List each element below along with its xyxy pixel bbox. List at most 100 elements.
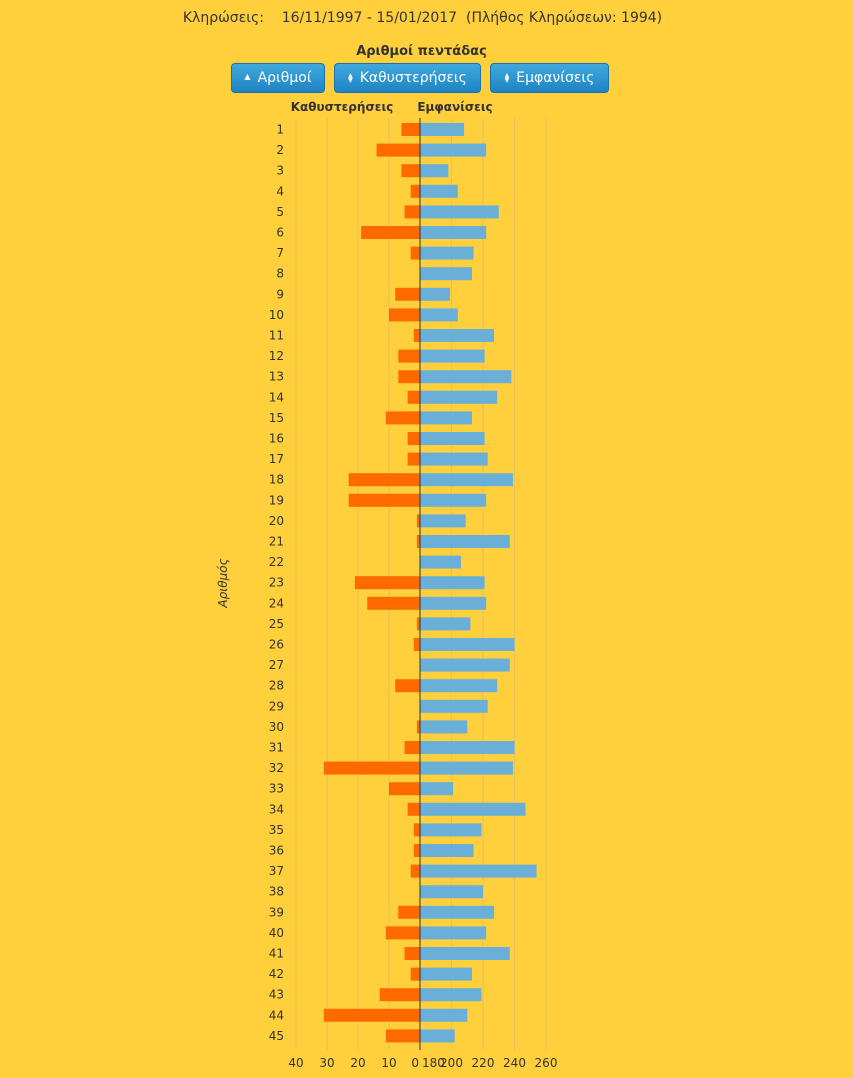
sort-delays-label: Καθυστερήσεις: [359, 70, 467, 86]
delay-bar[interactable]: [413, 329, 420, 342]
appearance-bar[interactable]: [420, 885, 483, 899]
appearance-bar[interactable]: [420, 390, 498, 404]
sort-numbers-button[interactable]: ▲ Αριθμοί: [231, 63, 325, 93]
left-series-header: Καθυστερήσεις: [291, 100, 394, 114]
category-label: 31: [269, 741, 284, 755]
appearance-bar[interactable]: [420, 411, 472, 425]
delay-bar[interactable]: [413, 844, 420, 857]
delay-bar[interactable]: [416, 720, 420, 734]
delay-bar[interactable]: [389, 308, 420, 322]
delay-bar[interactable]: [404, 741, 421, 754]
appearance-bar[interactable]: [420, 205, 499, 219]
appearance-bar[interactable]: [420, 947, 510, 960]
delay-bar[interactable]: [407, 802, 420, 816]
delay-bar[interactable]: [398, 370, 420, 384]
delay-bar[interactable]: [395, 287, 420, 301]
appearance-bar[interactable]: [420, 658, 510, 672]
appearance-bar[interactable]: [420, 514, 466, 528]
delay-bar[interactable]: [416, 535, 420, 548]
appearance-bar[interactable]: [420, 638, 515, 651]
appearance-bar[interactable]: [420, 226, 487, 239]
category-label: 9: [276, 287, 284, 301]
appearance-bar[interactable]: [420, 370, 512, 384]
delay-bar[interactable]: [323, 1008, 420, 1022]
delay-bar[interactable]: [398, 905, 420, 919]
delay-bar[interactable]: [407, 390, 420, 404]
appearance-bar[interactable]: [420, 329, 495, 342]
appearance-bar[interactable]: [420, 905, 495, 919]
delay-bar[interactable]: [367, 596, 420, 610]
category-label: 6: [276, 226, 284, 240]
appearance-bar[interactable]: [420, 555, 461, 569]
appearance-bar[interactable]: [420, 1029, 455, 1043]
appearance-bar[interactable]: [420, 988, 482, 1002]
delay-bar[interactable]: [398, 349, 420, 363]
delay-bar[interactable]: [410, 246, 420, 260]
appearance-bar[interactable]: [420, 802, 526, 816]
appearance-bar[interactable]: [420, 164, 449, 178]
delay-bar[interactable]: [401, 164, 420, 178]
appearance-bar[interactable]: [420, 844, 474, 857]
delay-bar[interactable]: [410, 864, 420, 878]
appearance-bar[interactable]: [420, 287, 450, 301]
delay-bar[interactable]: [348, 493, 420, 507]
delay-bar[interactable]: [376, 143, 420, 157]
delay-bar[interactable]: [407, 432, 420, 445]
appearance-bar[interactable]: [420, 143, 487, 157]
delay-bar[interactable]: [395, 679, 420, 693]
appearance-bar[interactable]: [420, 782, 454, 796]
appearance-bar[interactable]: [420, 308, 458, 322]
category-label: 34: [269, 802, 284, 816]
appearance-bar[interactable]: [420, 761, 513, 775]
appearance-bar[interactable]: [420, 535, 510, 548]
delay-bar[interactable]: [354, 576, 420, 590]
delay-bar[interactable]: [385, 1029, 420, 1043]
appearance-bar[interactable]: [420, 184, 458, 198]
delay-bar[interactable]: [361, 226, 420, 239]
delay-bar[interactable]: [413, 638, 420, 651]
appearance-bar[interactable]: [420, 967, 472, 981]
delay-bar[interactable]: [410, 184, 420, 198]
delay-bar[interactable]: [348, 473, 420, 487]
appearance-bar[interactable]: [420, 596, 487, 610]
appearance-bar[interactable]: [420, 823, 482, 837]
appearance-bar[interactable]: [420, 720, 468, 734]
appearance-bar[interactable]: [420, 493, 487, 507]
appearance-bar[interactable]: [420, 679, 498, 693]
category-label: 30: [269, 720, 284, 734]
delay-bar[interactable]: [407, 452, 420, 466]
delay-bar[interactable]: [416, 617, 420, 631]
appearance-bar[interactable]: [420, 452, 488, 466]
appearance-bar[interactable]: [420, 267, 472, 281]
appearance-bar[interactable]: [420, 699, 488, 713]
delay-bar[interactable]: [404, 205, 421, 219]
sort-delays-button[interactable]: ▲ ▼ Καθυστερήσεις: [334, 63, 481, 93]
delay-bar[interactable]: [385, 926, 420, 940]
delay-bar[interactable]: [401, 123, 420, 136]
appearance-bar[interactable]: [420, 349, 485, 363]
delay-bar[interactable]: [416, 514, 420, 528]
category-label: 15: [269, 411, 284, 425]
category-label: 44: [269, 1008, 284, 1022]
appearance-bar[interactable]: [420, 123, 465, 136]
delay-bar[interactable]: [389, 782, 420, 796]
delay-bar[interactable]: [404, 947, 421, 960]
appearance-bar[interactable]: [420, 432, 485, 445]
appearance-bar[interactable]: [420, 473, 513, 487]
delay-bar[interactable]: [385, 411, 420, 425]
appearance-bar[interactable]: [420, 576, 485, 590]
appearance-bar[interactable]: [420, 741, 515, 754]
appearance-bar[interactable]: [420, 926, 487, 940]
delay-bar[interactable]: [413, 823, 420, 837]
sort-appearances-button[interactable]: ▲ ▼ Εμφανίσεις: [490, 63, 609, 93]
appearance-bar[interactable]: [420, 1008, 468, 1022]
delay-bar[interactable]: [323, 761, 420, 775]
appearance-bar[interactable]: [420, 617, 471, 631]
category-label: 37: [269, 864, 284, 878]
category-label: 39: [269, 905, 284, 919]
appearance-bar[interactable]: [420, 864, 537, 878]
delay-bar[interactable]: [410, 967, 420, 981]
category-label: 17: [269, 452, 284, 466]
delay-bar[interactable]: [379, 988, 420, 1002]
appearance-bar[interactable]: [420, 246, 474, 260]
